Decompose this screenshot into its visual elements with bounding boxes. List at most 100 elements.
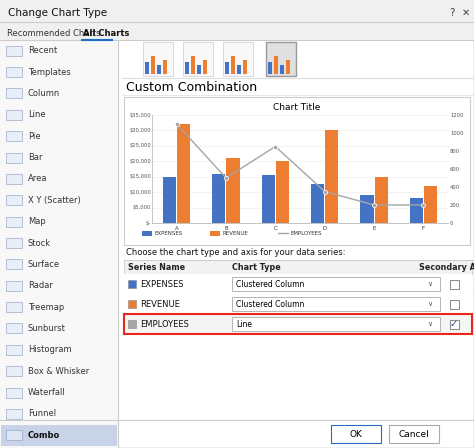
Text: ∨: ∨	[428, 321, 433, 327]
Bar	[157, 65, 161, 74]
Bar	[6, 217, 22, 227]
Text: $25,000: $25,000	[129, 143, 151, 148]
Text: Stock: Stock	[28, 238, 51, 247]
Bar	[124, 97, 470, 245]
Text: Chart Title: Chart Title	[273, 103, 321, 112]
Bar	[268, 62, 272, 74]
Bar	[266, 42, 296, 76]
Text: $35,000: $35,000	[129, 112, 151, 117]
Bar	[6, 409, 22, 419]
Bar	[6, 110, 22, 120]
Bar	[450, 319, 459, 328]
Text: Clustered Column: Clustered Column	[236, 280, 304, 289]
Text: Surface: Surface	[28, 260, 60, 269]
Bar	[128, 320, 136, 328]
Bar	[286, 60, 290, 74]
Text: ?: ?	[449, 8, 455, 18]
Bar	[203, 60, 207, 74]
Bar	[6, 431, 22, 440]
Bar	[0, 22, 474, 40]
Bar	[274, 56, 278, 74]
Bar	[276, 161, 289, 223]
Bar	[145, 62, 149, 74]
Bar	[237, 65, 241, 74]
Bar	[1, 425, 117, 446]
Bar	[124, 294, 472, 314]
Text: E: E	[372, 226, 376, 231]
Bar	[6, 46, 22, 56]
Bar	[185, 62, 189, 74]
Text: Change Chart Type: Change Chart Type	[8, 8, 107, 18]
Bar	[232, 297, 440, 311]
Text: X Y (Scatter): X Y (Scatter)	[28, 196, 81, 205]
Text: ✕: ✕	[462, 8, 470, 18]
Text: ✓: ✓	[450, 319, 458, 329]
Bar	[142, 231, 152, 236]
Bar	[128, 300, 136, 308]
Bar	[6, 88, 22, 99]
Text: B: B	[224, 226, 228, 231]
Text: Area: Area	[28, 174, 47, 183]
Text: $5,000: $5,000	[133, 205, 151, 210]
Bar	[163, 177, 176, 223]
Text: Recommended Charts: Recommended Charts	[7, 29, 100, 38]
Bar	[232, 277, 440, 291]
Text: Recent: Recent	[28, 46, 57, 55]
Bar	[450, 280, 459, 289]
Bar	[232, 317, 440, 331]
Bar	[6, 195, 22, 205]
Text: 800: 800	[450, 148, 460, 154]
Text: D: D	[322, 226, 327, 231]
Bar	[183, 42, 213, 76]
Text: Choose the chart type and axis for your data series:: Choose the chart type and axis for your …	[126, 247, 346, 257]
Text: Custom Combination: Custom Combination	[126, 81, 257, 94]
Text: Clustered Column: Clustered Column	[236, 300, 304, 309]
Text: Radar: Radar	[28, 281, 53, 290]
Bar	[6, 174, 22, 184]
Bar	[6, 302, 22, 312]
Text: 200: 200	[450, 202, 460, 207]
Bar	[177, 124, 191, 223]
Text: REVENUE: REVENUE	[140, 300, 180, 309]
Bar	[124, 274, 472, 294]
Bar	[6, 345, 22, 355]
Bar	[225, 62, 229, 74]
Bar	[128, 280, 136, 288]
Bar	[325, 130, 338, 223]
Bar	[6, 323, 22, 333]
Text: Cancel: Cancel	[399, 430, 429, 439]
Bar	[143, 42, 173, 76]
Bar	[191, 56, 195, 74]
Text: All Charts: All Charts	[83, 29, 129, 38]
Bar	[6, 131, 22, 141]
Text: $-: $-	[146, 220, 151, 225]
Bar	[227, 158, 240, 223]
Text: Waterfall: Waterfall	[28, 388, 66, 397]
Bar	[410, 198, 423, 223]
Text: EXPENSES: EXPENSES	[155, 231, 183, 236]
Bar	[212, 174, 226, 223]
Bar	[231, 56, 235, 74]
Bar	[0, 40, 118, 448]
Text: F: F	[422, 226, 425, 231]
Text: Templates: Templates	[28, 68, 71, 77]
Text: EXPENSES: EXPENSES	[140, 280, 183, 289]
Bar	[124, 260, 472, 274]
Bar	[6, 67, 22, 77]
Bar	[6, 366, 22, 376]
Bar	[124, 314, 472, 334]
Bar	[450, 300, 459, 309]
Text: EMPLOYEES: EMPLOYEES	[140, 319, 189, 328]
Bar	[331, 425, 381, 443]
Text: $30,000: $30,000	[129, 128, 151, 133]
Bar	[6, 238, 22, 248]
Text: 1200: 1200	[450, 112, 464, 117]
Text: $15,000: $15,000	[129, 174, 151, 179]
Bar	[262, 175, 275, 223]
Text: Pie: Pie	[28, 132, 41, 141]
Text: Column: Column	[28, 89, 60, 98]
Bar	[311, 185, 324, 223]
Bar	[243, 60, 247, 74]
Text: Map: Map	[28, 217, 46, 226]
Bar	[0, 0, 474, 22]
